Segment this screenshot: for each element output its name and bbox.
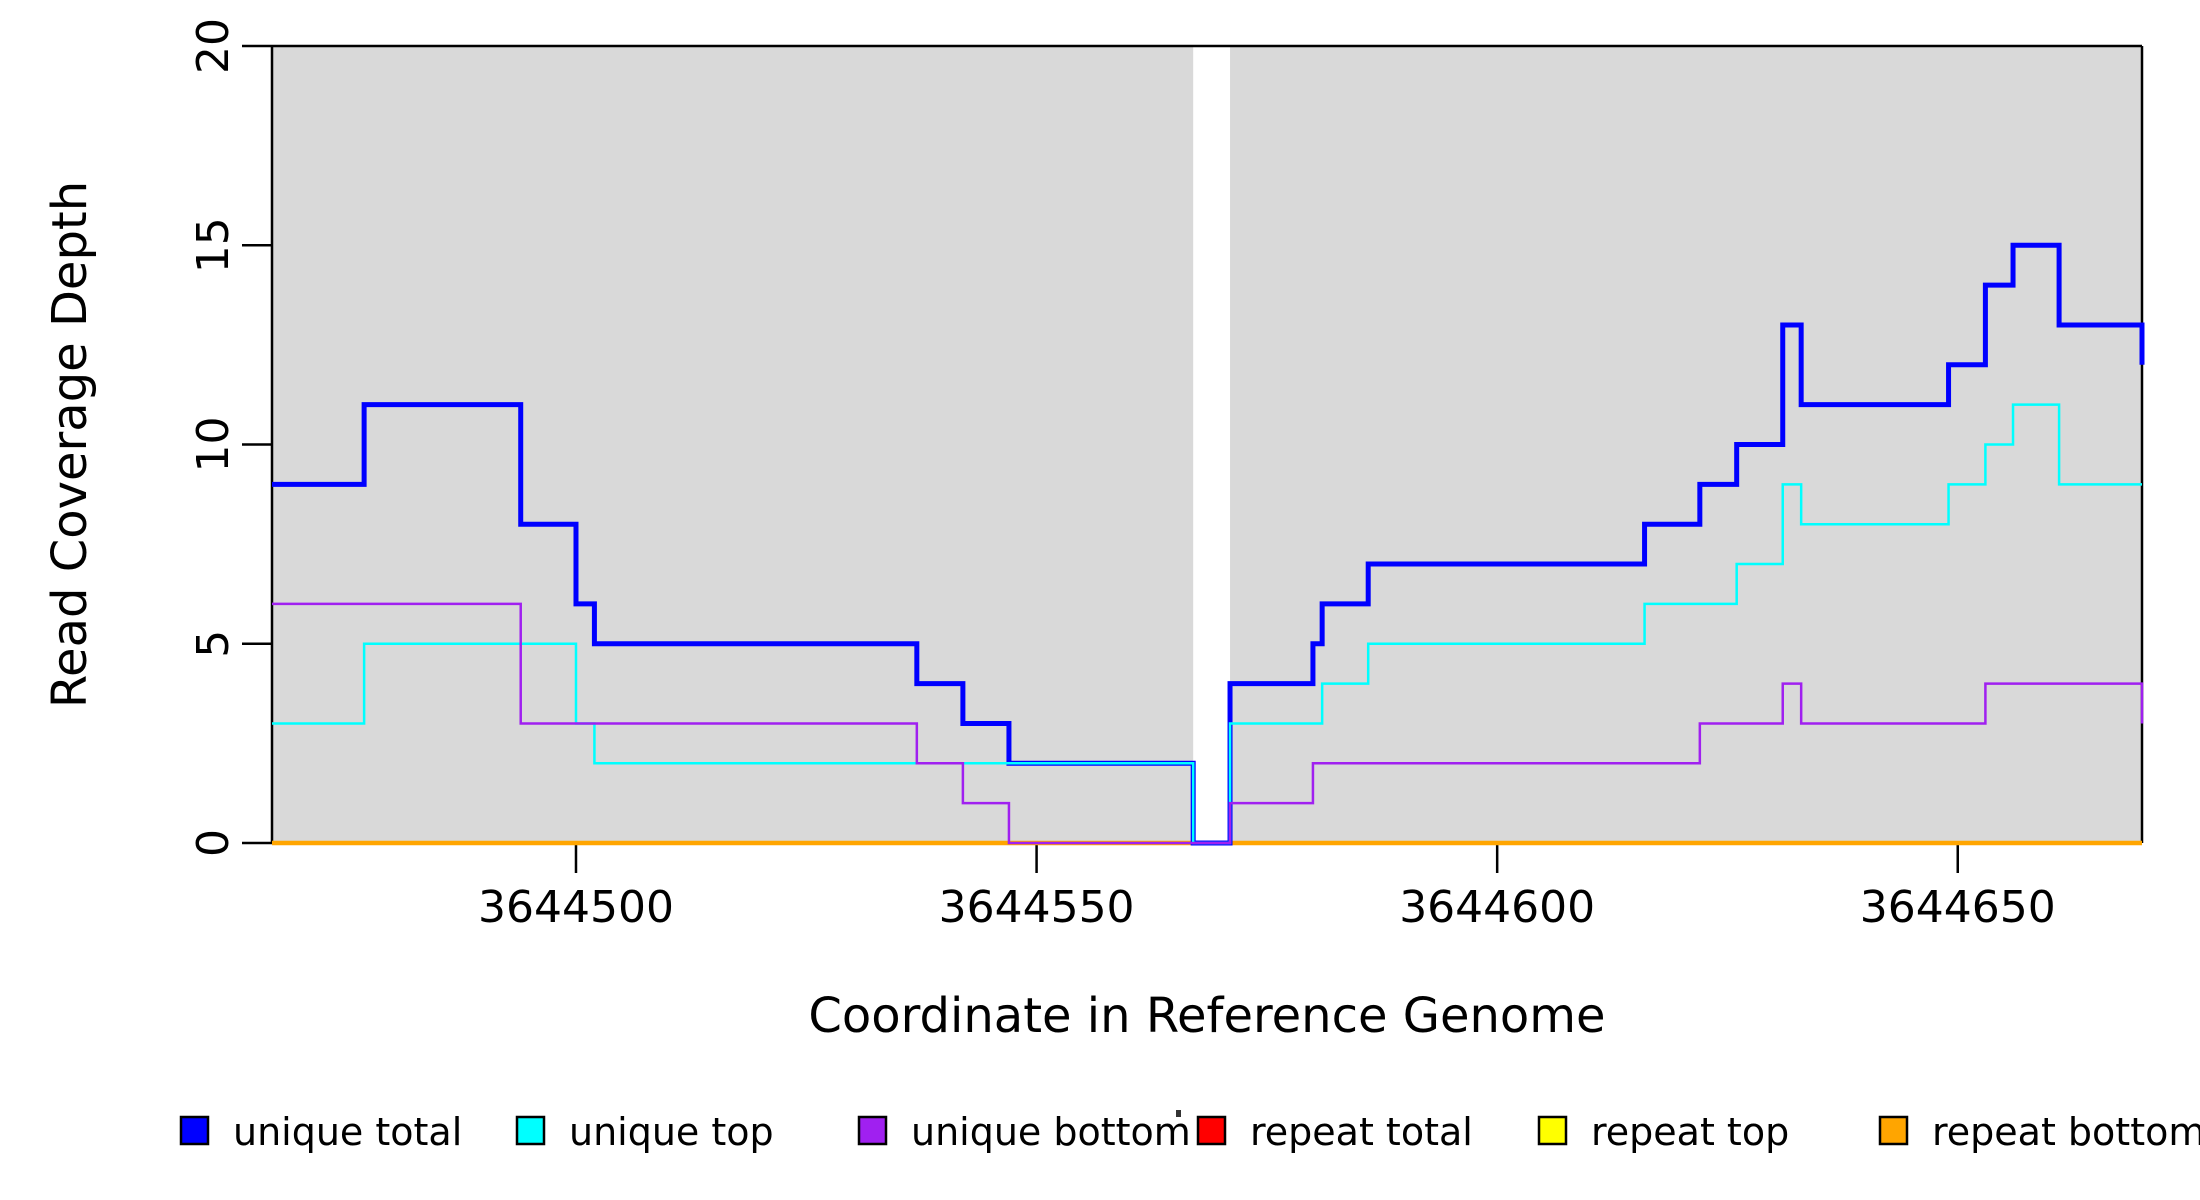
x-axis-title: Coordinate in Reference Genome [808,988,1605,1044]
x-tick-label: 3644650 [1860,882,2056,933]
repeat-top-swatch [1537,1115,1568,1146]
y-tick-label: 15 [188,217,239,273]
y-tick-label: 5 [188,630,239,658]
unique-top-swatch [515,1115,546,1146]
series-unique-top-line [272,403,2142,845]
y-axis-title: Read Coverage Depth [42,181,98,708]
legend-label: repeat top [1591,1110,1789,1154]
plot-background-left-panel [272,46,1194,843]
legend-item-repeat-bottom: repeat bottom [1878,1110,2200,1154]
legend-item-repeat-top: repeat top [1537,1110,1789,1154]
legend-label: unique total [233,1110,462,1154]
legend: unique total unique top unique bottom repea… [179,1110,2200,1154]
x-tick-label: 3644600 [1399,882,1595,933]
stray-dot-artifact [1176,1110,1181,1117]
unique-bottom-swatch [857,1115,888,1146]
legend-item-unique-total: unique total [179,1110,462,1154]
unique-total-swatch [179,1115,210,1146]
legend-item-unique-top: unique top [515,1110,774,1154]
series-unique-total-line [272,242,2145,846]
legend-label: repeat total [1250,1110,1473,1154]
repeat-total-swatch [1196,1115,1227,1146]
plot-area: 3644500 3644550 3644600 3644650 0 5 10 15 20 [188,18,2145,933]
legend-label: unique top [569,1110,774,1154]
legend-label: unique bottom [911,1110,1191,1154]
x-tick-label: 3644500 [478,882,674,933]
y-tick-label: 0 [188,829,239,857]
legend-item-unique-bottom: unique bottom [857,1110,1191,1154]
y-tick-label: 10 [188,417,239,473]
x-tick-label: 3644550 [939,882,1135,933]
series-unique-bottom-line [272,602,2144,845]
legend-item-repeat-total: repeat total [1196,1110,1473,1154]
repeat-bottom-swatch [1878,1115,1909,1146]
y-tick-label: 20 [188,18,239,74]
legend-label: repeat bottom [1932,1110,2200,1154]
